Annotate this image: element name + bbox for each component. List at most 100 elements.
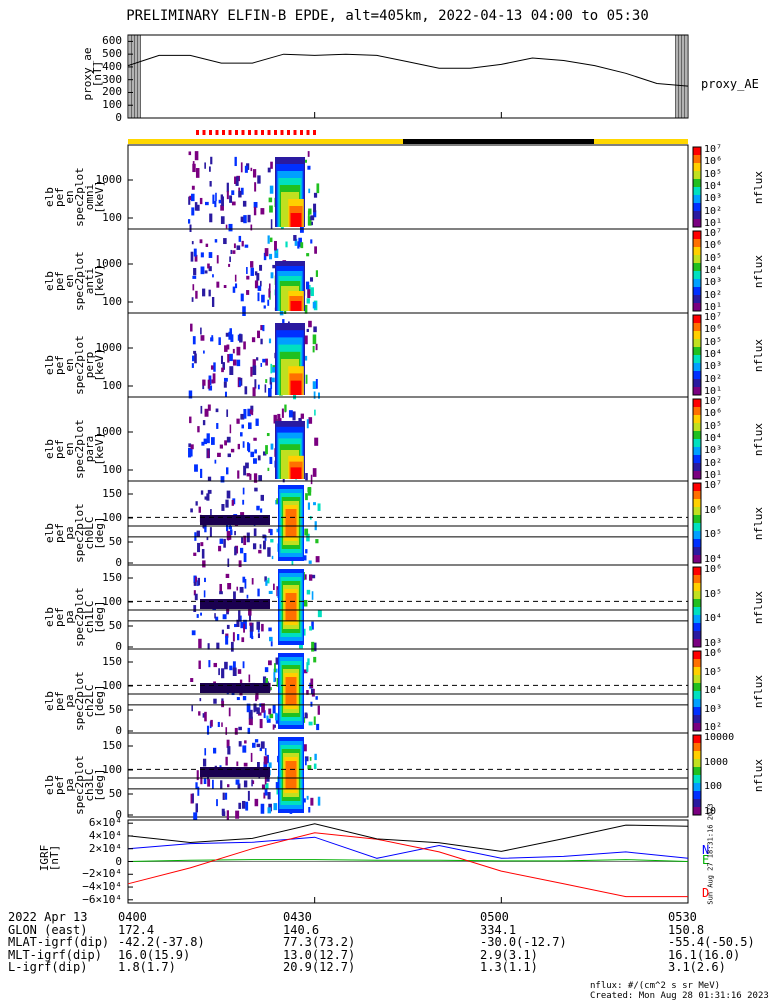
spectrogram-pixel [190,508,193,513]
colorbar-segment [693,633,701,636]
colorbar-segment [693,763,701,766]
colorbar-segment [693,757,701,760]
colorbar-segment [693,603,701,606]
state-bar-shadow [403,139,594,144]
colorbar-segment [693,643,701,646]
spectrogram-pixel [223,285,227,289]
panel-ylabel: elb pef en spec2plot perp [keV] [43,335,106,395]
spectrogram-pixel [232,348,235,354]
spectrogram-pixel [235,810,240,819]
ae-legend-label: proxy_AE [701,77,759,91]
spectrogram-pixel [200,327,202,335]
colorbar-segment [693,789,701,792]
colorbar-unit-label: nflux [752,674,766,709]
spectrogram-pixel [272,705,276,714]
footer-value: 16.0(15.9) [118,947,191,962]
spectrogram-pixel [257,633,261,639]
colorbar-segment [693,537,701,540]
colorbar-tick-label: 10⁷ [704,480,723,491]
ae-tick-label: 600 [102,34,122,48]
footer-value: 2.9(3.1) [480,947,538,962]
spectrogram-pixel [247,214,251,223]
spectrogram-pixel [236,418,240,424]
colorbar-segment [693,617,701,620]
spectrogram-pixel [255,692,259,700]
spectrogram-pixel [269,185,274,194]
colorbar-segment [693,285,701,288]
colorbar-segment [693,739,701,742]
colorbar-segment [693,655,701,658]
spectrogram-core [290,467,302,479]
spectrogram-pixel [305,549,308,554]
spectrogram-pixel [308,560,312,564]
spectrogram-pixel [247,727,251,734]
colorbar-tick-label: 10⁵ [704,420,723,432]
spectrogram-pixel [242,661,245,669]
spectrogram-pixel [197,786,200,796]
spectrogram-pixel [257,761,260,770]
panel-tick-label: 150 [102,655,122,668]
spectrogram-pixel [264,384,267,393]
colorbar-segment [693,811,701,814]
spectrogram-pixel [269,456,273,464]
spectrogram-pixel [210,156,213,165]
spectrogram-pixel [308,806,311,813]
colorbar-segment [693,631,701,634]
colorbar-segment [693,543,701,546]
spectrogram-pixel [216,423,219,429]
colorbar-segment [693,381,701,384]
spectrogram-pixel [207,404,211,411]
spectrogram-pixel [241,800,246,809]
igrf-tick-label: −4×10⁴ [82,880,122,894]
ae-series-line [127,53,689,87]
colorbar-segment [693,221,701,224]
spectrogram-pixel [244,244,249,248]
spectrogram-pixel [212,274,214,278]
spectrogram-pixel [252,387,256,397]
colorbar-segment [693,405,701,408]
spectrogram-pixel [188,443,192,448]
spectrogram-pixel [248,606,252,616]
colorbar-segment [693,379,701,382]
spectrogram-pixel [267,577,270,584]
spectrogram-pixel [259,280,262,287]
spectrogram-pixel [244,165,248,173]
colorbar-segment [693,699,701,702]
spectrogram-pixel [284,404,287,412]
colorbar-segment [693,573,701,576]
spectrogram-pixel [212,779,214,789]
igrf-legend-N: N [702,843,710,857]
spectrogram-pixel [226,409,229,417]
colorbar-segment [693,557,701,560]
colorbar-segment [693,163,701,166]
spectrogram-pixel [239,615,242,622]
colorbar-segment [693,347,701,350]
spectrogram-pixel [242,200,247,207]
colorbar-segment [693,261,701,264]
spectrogram-pixel [242,745,247,753]
spectrogram-pixel [311,688,314,694]
panel-tick-label: 100 [102,379,122,392]
igrf-tick-label: −6×10⁴ [82,892,122,906]
spectrogram-pixel [215,192,217,202]
colorbar-segment [693,679,701,682]
colorbar-segment [693,457,701,460]
colorbar-tick-label: 10⁴ [704,685,723,696]
colorbar-segment [693,335,701,338]
colorbar-tick-label: 10⁴ [704,613,723,625]
spectrogram-pixel [276,498,280,504]
colorbar-segment [693,153,701,156]
spectrogram-pixel [234,274,237,282]
spectrogram-pixel [274,663,276,673]
spectrogram-pixel [224,440,227,446]
spectrogram-pixel [263,710,266,719]
colorbar-segment [693,199,701,202]
spectrogram-pixel [195,576,197,582]
colorbar-segment [693,607,701,610]
colorbar-segment [693,571,701,574]
spectrogram-pixel [236,697,240,701]
spectrogram-pixel [303,744,307,752]
panel-tick-label: 0 [115,640,122,653]
spectrogram-pixel [270,161,273,169]
spectrogram-pixel [271,377,275,383]
